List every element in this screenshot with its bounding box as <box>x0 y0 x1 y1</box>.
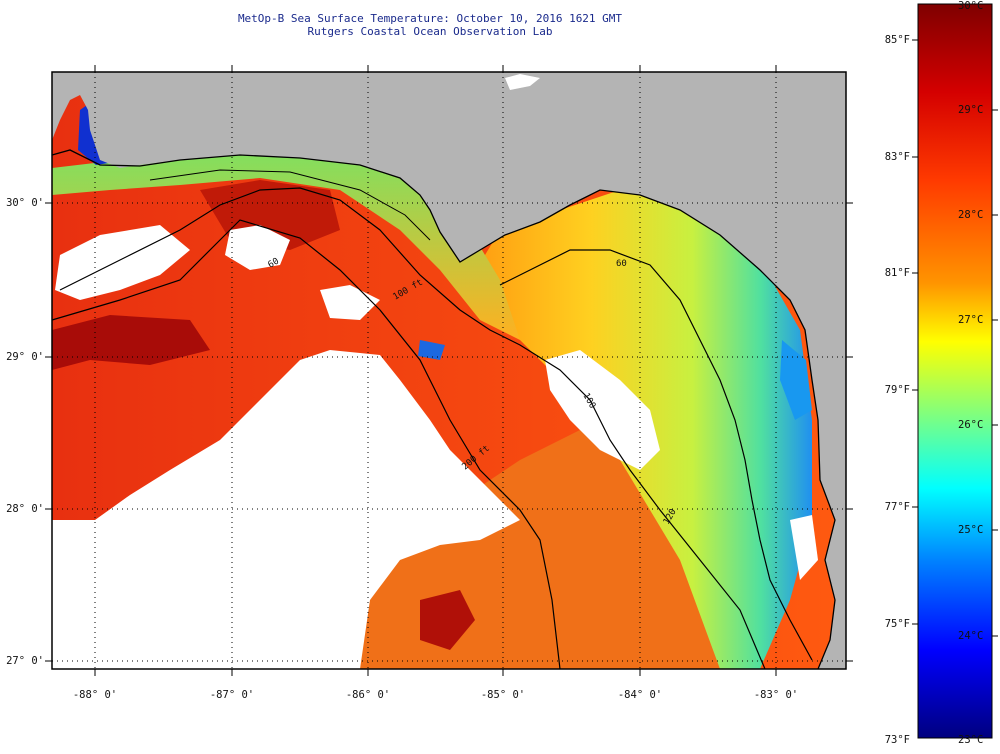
colorbar-celsius-label: 29°C <box>958 104 984 116</box>
hot-water-patch <box>420 590 475 650</box>
coastline <box>51 149 836 670</box>
map-title-line-1: MetOp-B Sea Surface Temperature: October… <box>237 12 623 25</box>
cool-water-patch <box>418 340 445 360</box>
colorbar-fahrenheit-label: 81°F <box>884 267 910 279</box>
lat-label: 30° 0' <box>6 197 44 209</box>
lat-label: 28° 0' <box>6 503 44 515</box>
isobath-120ft <box>51 219 561 670</box>
cloud-cover <box>225 225 290 270</box>
colorbar-fahrenheit-label: 77°F <box>884 501 910 513</box>
colorbar-ticks <box>912 39 998 637</box>
lat-label: 27° 0' <box>6 655 44 667</box>
panhandle-coastal-water <box>52 150 520 340</box>
cloud-cover <box>545 350 660 470</box>
colorbar-celsius-label: 30°C <box>958 0 984 12</box>
cloud-cover <box>55 225 190 300</box>
cool-water-patch <box>780 340 812 420</box>
colorbar-celsius-label: 26°C <box>958 419 984 431</box>
colorbar-fahrenheit-label: 79°F <box>884 384 910 396</box>
lon-label: -83° 0' <box>753 689 799 701</box>
contour-label: 60 <box>267 257 281 271</box>
lon-label: -88° 0' <box>72 689 118 701</box>
temperature-colorbar <box>917 3 993 739</box>
isobath-nearshore <box>149 169 431 241</box>
hot-water-patch <box>52 315 210 370</box>
colorbar-celsius-label: 23°C <box>958 734 984 746</box>
isobath-shelf <box>499 249 813 661</box>
frame-ticks <box>45 65 853 676</box>
cloud-over-land <box>505 74 540 90</box>
lat-label: 29° 0' <box>6 351 44 363</box>
colorbar-celsius-label: 24°C <box>958 630 984 642</box>
map-title-line-2: Rutgers Coastal Ocean Observation Lab <box>307 25 553 38</box>
map-frame <box>51 71 847 670</box>
colorbar-fahrenheit-label: 85°F <box>884 34 910 46</box>
colorbar-fahrenheit-label: 83°F <box>884 151 910 163</box>
cloud-cover <box>320 285 380 320</box>
contour-label: 60 <box>616 259 627 269</box>
colorbar-celsius-label: 25°C <box>958 524 984 536</box>
lon-label: -85° 0' <box>480 689 526 701</box>
colorbar-celsius-label: 27°C <box>958 314 984 326</box>
cloud-cover <box>790 515 818 580</box>
isobath-60ft <box>59 187 766 670</box>
land-mass <box>52 72 846 669</box>
colorbar-fahrenheit-label: 73°F <box>884 734 910 746</box>
colorbar-fahrenheit-label: 75°F <box>884 618 910 630</box>
cloud-cover <box>52 350 520 669</box>
lon-label: -84° 0' <box>617 689 663 701</box>
lon-label: -87° 0' <box>209 689 255 701</box>
colorbar-celsius-label: 28°C <box>958 209 984 221</box>
lon-label: -86° 0' <box>345 689 391 701</box>
